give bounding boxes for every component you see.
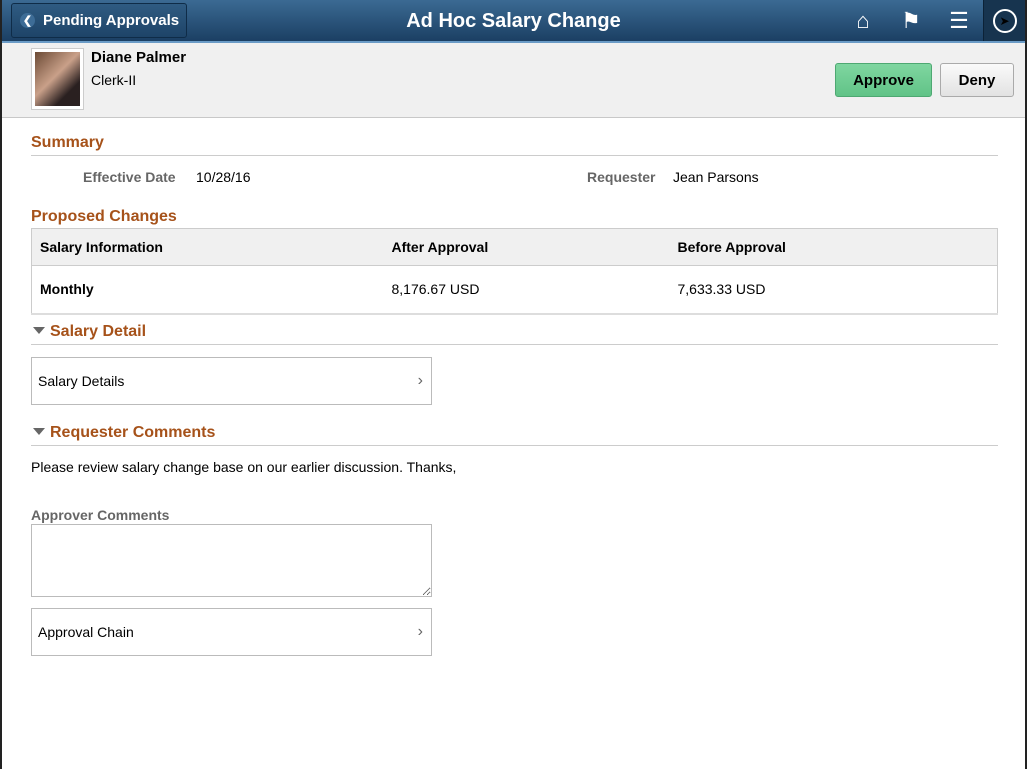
flag-icon[interactable]: ⚑ bbox=[901, 7, 921, 33]
approval-chain-link[interactable]: Approval Chain › bbox=[31, 608, 432, 656]
summary-heading: Summary bbox=[31, 134, 998, 156]
column-header: Before Approval bbox=[669, 228, 998, 266]
effective-date-value: 10/28/16 bbox=[196, 169, 251, 185]
employee-name: Diane Palmer bbox=[91, 49, 187, 66]
cell: 7,633.33 USD bbox=[669, 265, 998, 315]
employee-photo bbox=[31, 48, 84, 110]
cell: 8,176.67 USD bbox=[383, 265, 670, 315]
deny-button[interactable]: Deny bbox=[940, 63, 1014, 97]
employee-job: Clerk-II bbox=[91, 72, 137, 88]
salary-detail-heading-label: Salary Detail bbox=[50, 323, 147, 340]
collapse-triangle-icon bbox=[33, 428, 45, 435]
top-banner: ❮ Pending Approvals Ad Hoc Salary Change … bbox=[2, 0, 1025, 43]
chevron-left-icon: ❮ bbox=[20, 13, 35, 28]
chevron-right-icon: › bbox=[417, 623, 423, 640]
salary-details-link[interactable]: Salary Details › bbox=[31, 357, 432, 405]
employee-header: Diane Palmer Clerk-II Approve Deny bbox=[2, 43, 1025, 118]
menu-icon[interactable]: ☰ bbox=[949, 7, 969, 33]
compass-icon: ➤ bbox=[992, 8, 1017, 33]
approver-comments-input[interactable] bbox=[31, 524, 432, 597]
back-button[interactable]: ❮ Pending Approvals bbox=[11, 3, 187, 38]
requester-comments-heading-label: Requester Comments bbox=[50, 424, 216, 441]
home-icon[interactable]: ⌂ bbox=[856, 7, 870, 33]
column-header: Salary Information bbox=[31, 228, 384, 266]
salary-details-label: Salary Details bbox=[38, 373, 125, 389]
collapse-triangle-icon bbox=[33, 327, 45, 334]
salary-detail-heading[interactable]: Salary Detail bbox=[31, 323, 998, 345]
proposed-changes-table: Salary Information After Approval Before A… bbox=[31, 228, 998, 315]
requester-comments-text: Please review salary change base on our … bbox=[31, 459, 457, 475]
proposed-changes-heading: Proposed Changes bbox=[31, 208, 177, 225]
table-row: Monthly 8,176.67 USD 7,633.33 USD bbox=[31, 265, 998, 315]
approver-comments-label: Approver Comments bbox=[31, 507, 170, 523]
back-label: Pending Approvals bbox=[43, 12, 180, 29]
approval-chain-label: Approval Chain bbox=[38, 624, 134, 640]
approve-button[interactable]: Approve bbox=[835, 63, 932, 97]
requester-value: Jean Parsons bbox=[673, 169, 759, 185]
requester-comments-heading[interactable]: Requester Comments bbox=[31, 424, 998, 446]
chevron-right-icon: › bbox=[417, 372, 423, 389]
navbar-button[interactable]: ➤ bbox=[983, 0, 1025, 41]
effective-date-label: Effective Date bbox=[83, 169, 176, 185]
column-header: After Approval bbox=[383, 228, 670, 266]
requester-label: Requester bbox=[587, 169, 656, 185]
cell: Monthly bbox=[31, 265, 384, 315]
